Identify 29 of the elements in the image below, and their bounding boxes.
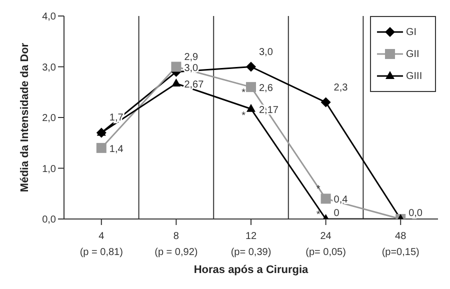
- legend-label: GII: [406, 48, 420, 60]
- data-label: 0: [334, 208, 340, 219]
- y-tick-label: 4,0: [42, 12, 56, 23]
- legend-label: GI: [406, 26, 417, 38]
- data-label: 3,0: [259, 46, 274, 58]
- data-label: 0,0: [408, 208, 423, 219]
- data-label: 2,17: [259, 104, 279, 116]
- legend-label: GIII: [406, 70, 422, 82]
- y-tick-label: 3,0: [42, 62, 56, 74]
- data-label: 1,4: [109, 144, 124, 155]
- x-tick-label: 12 (p= 0,39): [230, 231, 272, 258]
- x-axis-title: Horas após a Cirurgia: [194, 264, 310, 276]
- y-tick-label: 1,0: [42, 164, 56, 175]
- data-label: 2,3: [334, 82, 348, 94]
- data-label: 2,6: [259, 83, 274, 94]
- y-tick-label: 0,0: [42, 214, 56, 226]
- x-tick-label: 48 (p=0,15): [382, 231, 420, 258]
- x-tick-label: 8 (p = 0,92): [154, 231, 198, 258]
- data-label: 2,67: [184, 79, 204, 90]
- data-label: 2,9: [184, 52, 199, 63]
- y-axis-title: Média da Intensidade da Dor: [18, 42, 31, 192]
- annotation: *: [316, 209, 320, 220]
- annotation: *: [316, 184, 320, 196]
- x-tick-label: 24 (p= 0,05): [306, 231, 346, 258]
- annotation: *: [242, 110, 246, 122]
- y-tick-label: 2,0: [42, 113, 56, 124]
- data-label: 0,4: [334, 194, 348, 206]
- annotation: *: [242, 88, 246, 99]
- x-tick-label: 4 (p = 0,81): [80, 231, 123, 258]
